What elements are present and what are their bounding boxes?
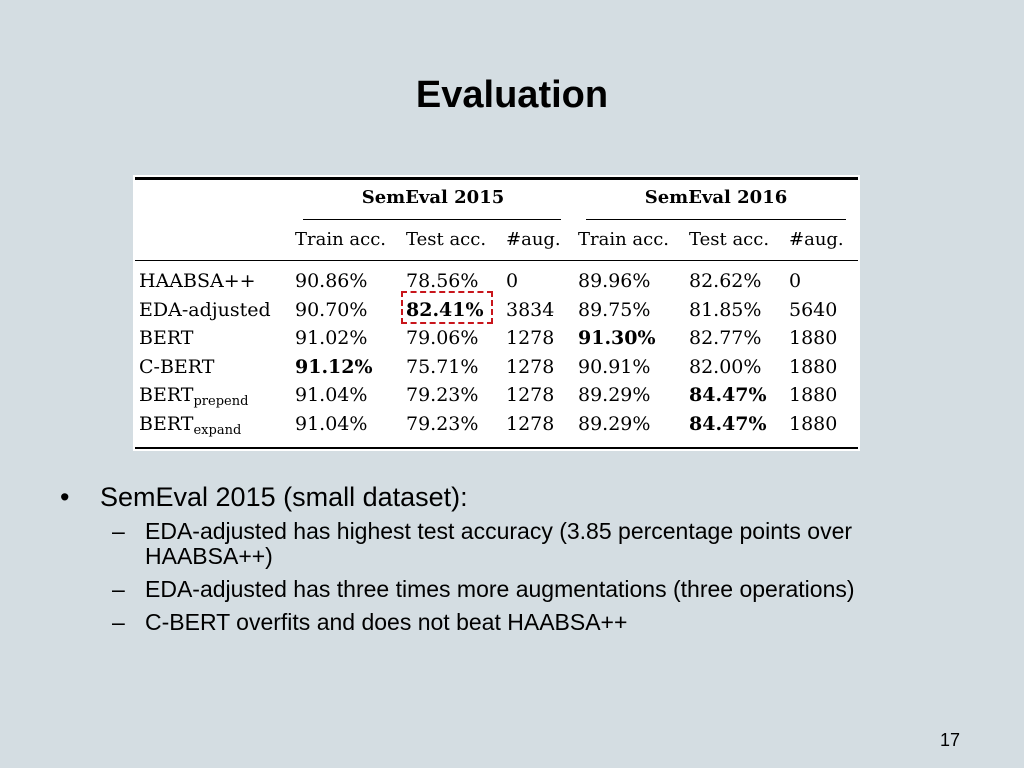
column-header: Test acc. [406, 229, 487, 250]
table-cell: 79.06% [406, 327, 479, 350]
page-number: 17 [940, 730, 961, 750]
table-cell: 1880 [789, 384, 838, 407]
bullet-text: SemEval 2015 (small dataset): [100, 482, 468, 512]
row-label: HAABSA++ [139, 270, 256, 292]
sub-bullet-marker: – [112, 609, 125, 635]
row-label: BERTexpand [139, 413, 241, 438]
sub-bullet-marker: – [112, 576, 125, 602]
row-label: BERT [139, 327, 193, 349]
table-cell: 82.77% [689, 327, 762, 350]
column-header: Train acc. [295, 229, 387, 250]
table-bottom-rule [135, 446, 858, 449]
table-cell: 0 [506, 270, 519, 292]
sub-bullet-text: C-BERT overfits and does not beat HAABSA… [145, 609, 628, 635]
table-cell: 5640 [789, 298, 838, 321]
table-cell: 1278 [506, 384, 555, 407]
bullet-marker: • [60, 482, 70, 512]
sub-bullet-item: – EDA-adjusted has three times more augm… [60, 577, 960, 602]
row-label-text: BERT [139, 327, 194, 350]
row-label: BERTprepend [139, 384, 248, 409]
table-cell: 89.29% [578, 384, 651, 407]
table-cell: 84.47% [689, 384, 767, 407]
table-cell: 91.12% [295, 355, 373, 378]
row-label-subscript: prepend [193, 394, 249, 410]
column-header: Train acc. [578, 229, 670, 250]
table-cell: 1880 [789, 355, 838, 378]
group-header-semeval-2015: SemEval 2015 [361, 187, 505, 208]
table-cell: 90.91% [578, 355, 651, 378]
table-top-rule [135, 177, 858, 180]
row-label-text: C-BERT [139, 355, 215, 378]
group-rule-2015 [303, 219, 561, 220]
table-cell: 1278 [506, 413, 555, 435]
column-header: Test acc. [689, 229, 770, 250]
table-cell: 91.04% [295, 384, 368, 407]
table-cell: 82.00% [689, 355, 762, 378]
table-cell: 91.30% [578, 327, 656, 350]
table-cell: 91.02% [295, 327, 368, 350]
table-cell: 89.96% [578, 270, 651, 292]
table-header-rule [135, 260, 858, 261]
table-cell: 1278 [506, 327, 555, 350]
group-header-semeval-2016: SemEval 2016 [644, 187, 788, 208]
row-label: EDA-adjusted [139, 299, 271, 321]
highlight-box [401, 291, 493, 324]
row-label-text: HAABSA++ [139, 270, 256, 292]
sub-bullet-item: – EDA-adjusted has highest test accuracy… [60, 519, 960, 569]
table-cell: 78.56% [406, 270, 479, 292]
table-cell: 79.23% [406, 413, 479, 435]
row-label-text: BERT [139, 384, 194, 407]
table-cell: 89.29% [578, 413, 651, 435]
table-cell: 3834 [506, 298, 555, 321]
sub-bullet-text: EDA-adjusted has highest test accuracy (… [145, 518, 853, 569]
sub-bullet-list: – EDA-adjusted has highest test accuracy… [60, 519, 960, 635]
column-header: #aug. [506, 229, 561, 250]
slide-title: Evaluation [415, 74, 609, 116]
table-cell: 79.23% [406, 384, 479, 407]
row-label-text: EDA-adjusted [139, 298, 271, 321]
group-rule-2016 [586, 219, 846, 220]
table-cell: 81.85% [689, 298, 762, 321]
sub-bullet-marker: – [112, 518, 125, 544]
row-label: C-BERT [139, 356, 214, 378]
bullet-list: • SemEval 2015 (small dataset): – EDA-ad… [60, 482, 960, 643]
table-cell: 90.86% [295, 270, 368, 292]
row-label-text: BERT [139, 413, 194, 435]
table-cell: 1880 [789, 327, 838, 350]
table-cell: 89.75% [578, 298, 651, 321]
table-cell: 84.47% [689, 413, 767, 435]
sub-bullet-item: – C-BERT overfits and does not beat HAAB… [60, 610, 960, 635]
column-header: #aug. [789, 229, 844, 250]
table-cell: 82.62% [689, 270, 762, 292]
table-cell: 0 [789, 270, 802, 292]
row-label-subscript: expand [193, 423, 242, 438]
table-cell: 82.41% [406, 298, 484, 321]
table-cell: 90.70% [295, 298, 368, 321]
table-cell: 91.04% [295, 413, 368, 435]
bullet-item: • SemEval 2015 (small dataset): [60, 482, 960, 513]
sub-bullet-text: EDA-adjusted has three times more augmen… [145, 576, 855, 602]
results-table: SemEval 2015 SemEval 2016 Train acc. Test… [133, 175, 860, 451]
table-cell: 75.71% [406, 355, 479, 378]
table-cell: 1278 [506, 355, 555, 378]
table-cell: 1880 [789, 413, 838, 435]
